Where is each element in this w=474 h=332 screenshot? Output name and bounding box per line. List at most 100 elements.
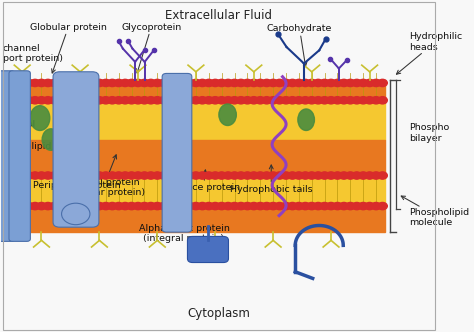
Circle shape — [365, 79, 374, 87]
Circle shape — [262, 79, 272, 87]
FancyBboxPatch shape — [0, 71, 15, 241]
Circle shape — [114, 203, 124, 210]
Circle shape — [101, 97, 110, 104]
Ellipse shape — [30, 106, 50, 130]
Circle shape — [159, 203, 169, 210]
Circle shape — [120, 172, 130, 179]
Circle shape — [178, 97, 188, 104]
Circle shape — [18, 203, 27, 210]
Circle shape — [313, 79, 323, 87]
Circle shape — [339, 172, 349, 179]
Circle shape — [281, 203, 291, 210]
Circle shape — [127, 97, 137, 104]
Circle shape — [43, 203, 53, 210]
Circle shape — [30, 172, 40, 179]
Circle shape — [243, 203, 252, 210]
Circle shape — [210, 172, 220, 179]
Circle shape — [172, 203, 182, 210]
Circle shape — [63, 172, 72, 179]
Circle shape — [358, 203, 368, 210]
Circle shape — [204, 79, 214, 87]
Circle shape — [301, 79, 310, 87]
Circle shape — [82, 172, 91, 179]
Circle shape — [268, 172, 278, 179]
Circle shape — [249, 172, 259, 179]
Circle shape — [371, 79, 381, 87]
Circle shape — [204, 203, 214, 210]
Circle shape — [320, 79, 329, 87]
Circle shape — [159, 79, 169, 87]
Circle shape — [236, 97, 246, 104]
Circle shape — [18, 97, 27, 104]
Text: -sterol: -sterol — [5, 120, 35, 129]
Circle shape — [307, 172, 317, 179]
Circle shape — [185, 79, 194, 87]
Circle shape — [127, 79, 137, 87]
Circle shape — [165, 79, 175, 87]
Circle shape — [24, 79, 33, 87]
Circle shape — [185, 97, 194, 104]
Circle shape — [172, 172, 182, 179]
Circle shape — [294, 203, 304, 210]
Circle shape — [210, 79, 220, 87]
Text: Hydrophobic tails: Hydrophobic tails — [230, 165, 312, 194]
Circle shape — [371, 172, 381, 179]
Circle shape — [358, 79, 368, 87]
Circle shape — [75, 97, 85, 104]
Circle shape — [365, 97, 374, 104]
Circle shape — [75, 203, 85, 210]
Circle shape — [50, 172, 59, 179]
Circle shape — [159, 172, 169, 179]
Circle shape — [191, 172, 201, 179]
Circle shape — [88, 97, 98, 104]
Circle shape — [108, 172, 117, 179]
Circle shape — [88, 172, 98, 179]
Circle shape — [114, 97, 124, 104]
Text: Glycolipid: Glycolipid — [5, 142, 52, 151]
Circle shape — [18, 79, 27, 87]
Circle shape — [281, 172, 291, 179]
Circle shape — [36, 203, 46, 210]
Circle shape — [249, 203, 259, 210]
Circle shape — [172, 79, 182, 87]
Circle shape — [36, 172, 46, 179]
Text: Extracellular Fluid: Extracellular Fluid — [165, 9, 273, 22]
Circle shape — [223, 203, 233, 210]
Circle shape — [114, 79, 124, 87]
Circle shape — [43, 79, 53, 87]
Circle shape — [288, 203, 297, 210]
Circle shape — [133, 172, 143, 179]
Circle shape — [223, 79, 233, 87]
Text: Carbohydrate: Carbohydrate — [267, 24, 332, 66]
Circle shape — [140, 97, 149, 104]
Circle shape — [236, 172, 246, 179]
Circle shape — [313, 203, 323, 210]
Circle shape — [268, 79, 278, 87]
Circle shape — [204, 172, 214, 179]
Circle shape — [210, 97, 220, 104]
Circle shape — [127, 203, 137, 210]
Circle shape — [268, 203, 278, 210]
Circle shape — [191, 203, 201, 210]
Circle shape — [56, 203, 65, 210]
Circle shape — [281, 79, 291, 87]
Circle shape — [333, 203, 342, 210]
Circle shape — [69, 203, 79, 210]
FancyBboxPatch shape — [187, 236, 228, 263]
Circle shape — [281, 97, 291, 104]
Ellipse shape — [219, 104, 237, 125]
Circle shape — [236, 79, 246, 87]
Circle shape — [95, 172, 104, 179]
Circle shape — [313, 97, 323, 104]
Circle shape — [275, 97, 284, 104]
Circle shape — [378, 79, 387, 87]
Circle shape — [95, 97, 104, 104]
Circle shape — [0, 79, 8, 87]
Circle shape — [153, 79, 162, 87]
Circle shape — [371, 97, 381, 104]
Circle shape — [346, 203, 355, 210]
Circle shape — [108, 79, 117, 87]
Circle shape — [288, 172, 297, 179]
Circle shape — [326, 203, 336, 210]
Circle shape — [75, 172, 85, 179]
